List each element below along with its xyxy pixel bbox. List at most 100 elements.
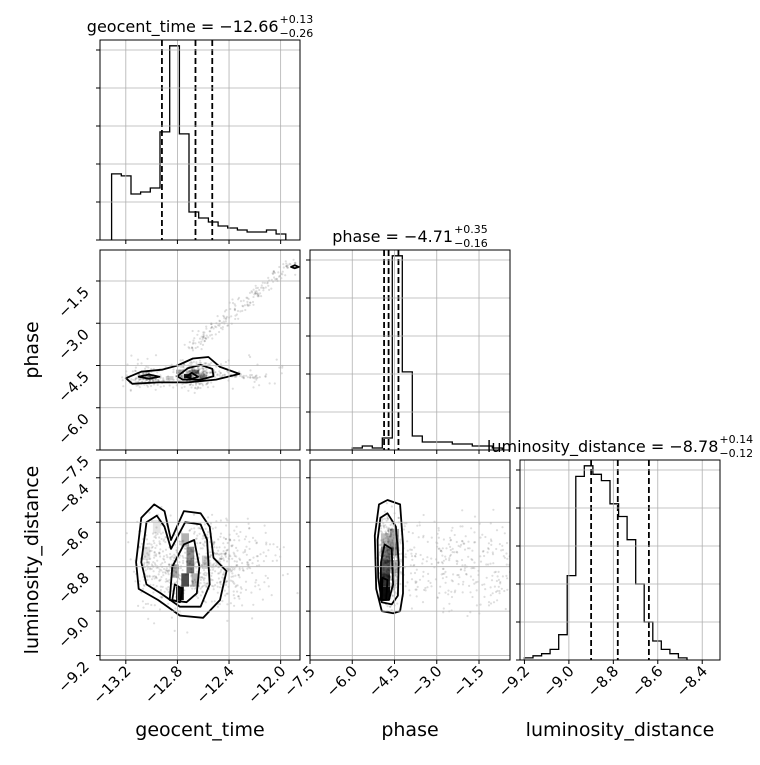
phase-vs-geocent-time-point	[122, 385, 125, 388]
phase-vs-geocent-time-point	[195, 371, 198, 374]
distance-vs-phase-point	[462, 542, 465, 545]
distance-vs-phase-point	[449, 545, 452, 549]
phase-vs-geocent-time-point	[209, 330, 212, 333]
distance-vs-geocent-time-point	[244, 588, 248, 592]
phase-vs-geocent-time-point	[147, 371, 150, 374]
distance-vs-geocent-time-point	[265, 541, 268, 544]
distance-vs-phase-point	[381, 518, 384, 521]
phase-vs-geocent-time-point	[252, 386, 255, 389]
phase-vs-geocent-time-point	[192, 339, 195, 342]
distance-vs-phase-point	[389, 535, 392, 538]
phase-vs-geocent-time-point	[121, 376, 124, 379]
distance-vs-phase-point	[430, 557, 433, 560]
distance-vs-phase-point	[503, 532, 506, 535]
distance-vs-geocent-time-point	[296, 592, 299, 595]
distance-vs-geocent-time-point	[155, 544, 158, 547]
distance-vs-phase-point	[392, 548, 395, 551]
distance-vs-phase-point	[382, 587, 385, 590]
distance-vs-geocent-time-point	[246, 517, 249, 520]
distance-vs-phase-point	[383, 517, 387, 520]
distance-vs-geocent-time-point	[231, 580, 234, 583]
phase-hist-frame	[309, 249, 511, 451]
distance-vs-geocent-time-point	[238, 539, 241, 542]
distance-vs-phase-point	[496, 589, 499, 593]
distance-vs-phase-point	[388, 540, 391, 544]
distance-vs-phase-point	[386, 527, 389, 531]
phase-vs-geocent-time-point	[198, 383, 201, 386]
distance-vs-geocent-time-point	[218, 603, 221, 606]
distance-vs-geocent-time-point	[132, 570, 136, 573]
distance-vs-geocent-time-point	[138, 580, 141, 583]
distance-vs-phase-point	[395, 578, 398, 581]
distance-vs-geocent-time-point	[195, 537, 198, 540]
distance-vs-phase-point	[387, 581, 390, 584]
phase-vs-geocent-time-point	[289, 263, 292, 266]
distance-vs-geocent-time-point	[226, 548, 230, 551]
phase-vs-geocent-time-point	[216, 315, 219, 318]
luminosity_distance-ylabel: luminosity_distance	[21, 466, 43, 655]
distance-vs-phase-point	[461, 583, 465, 586]
distance-vs-geocent-time-point	[202, 561, 205, 564]
phase-vs-geocent-time-point	[187, 389, 190, 392]
phase-vs-geocent-time-point	[225, 315, 228, 318]
distance-vs-phase-point	[391, 540, 394, 543]
phase-vs-geocent-time-density-cell	[191, 369, 200, 374]
distance-vs-phase-point	[460, 543, 463, 547]
distance-vs-phase-point	[512, 525, 514, 527]
distance-vs-phase-point	[382, 558, 385, 561]
distance-vs-phase-point	[437, 561, 440, 564]
distance-vs-phase-point	[394, 564, 397, 567]
phase-vs-geocent-time-point	[181, 374, 184, 377]
distance-vs-geocent-time-point	[225, 524, 228, 527]
distance-vs-geocent-time-point	[204, 527, 207, 531]
distance-vs-phase-point	[388, 552, 391, 555]
phase-vs-geocent-time-point	[258, 376, 261, 379]
distance-vs-phase-point	[405, 556, 408, 559]
phase-vs-geocent-time-contour	[185, 371, 199, 380]
distance-vs-geocent-time-point	[177, 573, 180, 576]
distance-vs-phase-point	[394, 580, 397, 583]
distance-vs-geocent-time-point	[212, 585, 215, 588]
distance-vs-geocent-time-point	[200, 576, 203, 579]
distance-vs-phase-point	[424, 589, 427, 592]
distance-vs-phase-point	[389, 586, 392, 589]
phase-vs-geocent-time-density-cell	[165, 376, 174, 381]
distance-vs-geocent-time-point	[214, 584, 217, 587]
distance-vs-geocent-time-point	[154, 563, 157, 567]
distance-vs-geocent-time-point	[138, 546, 141, 549]
distance-vs-geocent-time-point	[202, 535, 205, 538]
distance-vs-geocent-time-point	[161, 585, 164, 589]
phase-vs-geocent-time-point	[191, 346, 194, 349]
distance-vs-geocent-time-point	[224, 552, 227, 556]
distance-vs-phase-point	[395, 582, 398, 585]
distance-vs-geocent-time-contour	[135, 503, 228, 619]
distance-vs-phase-point	[440, 561, 444, 564]
distance-vs-phase-point	[492, 601, 496, 604]
distance-vs-geocent-time-point	[202, 579, 205, 582]
distance-vs-phase-point	[384, 537, 387, 540]
distance-vs-geocent-time-point	[181, 540, 184, 543]
phase-vs-geocent-time-point	[134, 369, 137, 372]
distance-vs-phase-point	[442, 559, 445, 562]
distance-vs-geocent-time-point	[162, 555, 166, 558]
phase-vs-geocent-time-point	[142, 373, 145, 376]
distance-vs-geocent-time-point	[155, 526, 158, 529]
phase-vs-geocent-time-point	[270, 278, 273, 281]
distance-vs-geocent-time-point	[282, 546, 285, 549]
phase-vs-geocent-time-point	[242, 377, 245, 380]
distance-vs-geocent-time-point	[185, 560, 188, 564]
distance-vs-phase-point	[382, 569, 385, 572]
distance-vs-geocent-time-point	[166, 588, 169, 591]
phase-vs-geocent-time-point	[153, 378, 156, 381]
distance-vs-geocent-time-point	[243, 550, 247, 553]
distance-vs-phase-point	[386, 541, 389, 544]
distance-vs-phase-point	[461, 509, 464, 512]
distance-vs-geocent-time-point	[200, 585, 204, 589]
distance-vs-phase-point	[439, 549, 442, 552]
distance-vs-geocent-time-point	[241, 604, 244, 607]
phase-vs-geocent-time-point	[198, 382, 201, 386]
distance-vs-geocent-time-point	[173, 629, 176, 633]
distance-vs-phase-point	[498, 592, 501, 595]
phase-xtick-label: −3.0	[407, 662, 445, 700]
distance-vs-geocent-time-point	[172, 574, 175, 577]
